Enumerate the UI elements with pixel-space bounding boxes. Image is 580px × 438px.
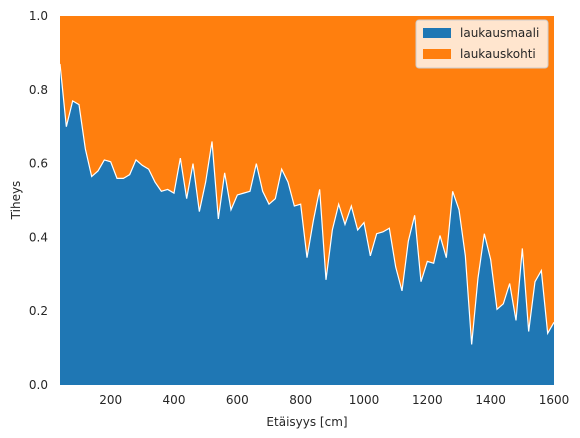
y-tick-label: 1.0 — [29, 9, 48, 23]
x-axis-title: Etäisyys [cm] — [266, 415, 347, 429]
y-tick-label: 0.4 — [29, 230, 48, 244]
y-tick-label: 0.8 — [29, 83, 48, 97]
legend: laukausmaali laukauskohti — [415, 19, 549, 69]
plot-area — [59, 16, 555, 385]
area-laukausmaali — [60, 63, 554, 385]
legend-label-laukausmaali: laukausmaali — [460, 26, 539, 40]
y-axis: 0.0 0.2 0.4 0.6 0.8 1.0 — [29, 9, 48, 392]
y-axis-title: Tiheys — [9, 181, 23, 221]
y-tick-label: 0.6 — [29, 157, 48, 171]
x-tick-label: 400 — [163, 393, 186, 407]
x-tick-label: 1400 — [475, 393, 506, 407]
y-tick-label: 0.2 — [29, 304, 48, 318]
legend-swatch-laukauskohti — [423, 49, 451, 59]
series-boundary-line — [59, 63, 555, 345]
x-tick-label: 600 — [226, 393, 249, 407]
x-tick-label: 1600 — [539, 393, 570, 407]
y-tick-label: 0.0 — [29, 378, 48, 392]
x-tick-label: 800 — [289, 393, 312, 407]
x-tick-label: 1200 — [412, 393, 443, 407]
x-tick-label: 200 — [99, 393, 122, 407]
x-axis: 200 400 600 800 1000 1200 1400 1600 — [99, 393, 569, 407]
x-tick-label: 1000 — [349, 393, 380, 407]
legend-swatch-laukausmaali — [423, 28, 451, 38]
legend-label-laukauskohti: laukauskohti — [460, 47, 536, 61]
